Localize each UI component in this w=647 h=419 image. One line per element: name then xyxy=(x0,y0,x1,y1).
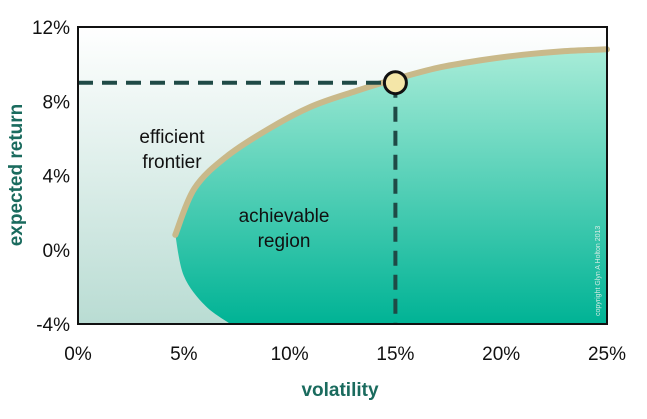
x-tick-labels: 0% 5% 10% 15% 20% 25% xyxy=(64,344,626,365)
achievable-region xyxy=(175,49,608,325)
x-tick-label: 25% xyxy=(588,344,626,365)
frontier-label-line1: efficient xyxy=(139,127,205,148)
y-tick-label: 8% xyxy=(43,92,71,113)
frontier-label-line2: frontier xyxy=(142,152,202,173)
region-label-line1: achievable xyxy=(239,206,330,227)
copyright-note: copyright Glyn A Holton 2013 xyxy=(595,226,602,316)
x-tick-label: 15% xyxy=(376,344,414,365)
efficient-frontier-line xyxy=(172,46,610,238)
region-label-line2: region xyxy=(258,231,311,252)
x-tick-label: 20% xyxy=(482,344,520,365)
x-tick-label: 0% xyxy=(64,344,92,365)
y-tick-label: 12% xyxy=(32,18,70,39)
x-axis-title: volatility xyxy=(301,380,379,401)
x-tick-label: 10% xyxy=(271,344,309,365)
highlight-point xyxy=(382,70,408,96)
y-tick-label: 4% xyxy=(43,167,71,188)
y-tick-label: -4% xyxy=(36,315,70,336)
plot-border xyxy=(77,26,608,325)
y-tick-labels: 12% 8% 4% 0% -4% xyxy=(32,18,70,336)
y-axis-title: expected return xyxy=(6,104,27,247)
y-tick-label: 0% xyxy=(43,241,71,262)
x-tick-label: 5% xyxy=(170,344,198,365)
